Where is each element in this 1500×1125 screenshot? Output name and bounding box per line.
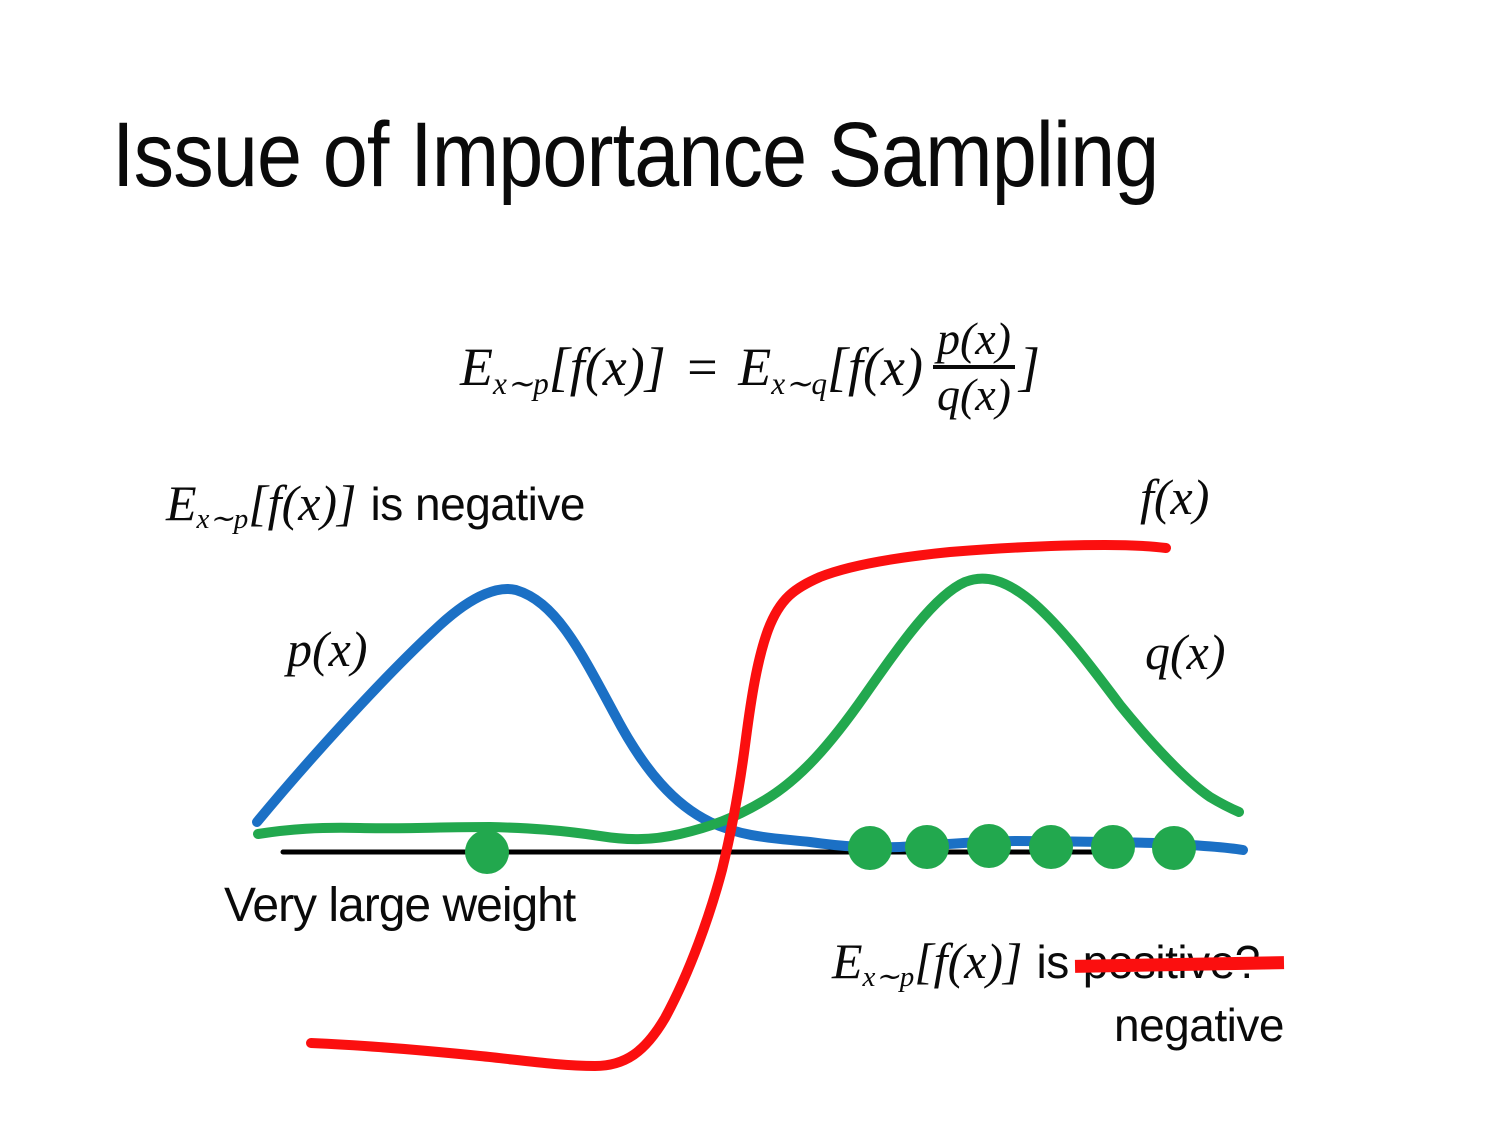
formula-lhs: Ex∼p[f(x)] [459,336,666,401]
formula-lhs-subscript: x∼p [492,365,549,401]
fraction-numerator: p(x) [936,313,1011,365]
left-statement-E: E [166,475,197,531]
formula-rhs-close-bracket: ] [1019,337,1041,397]
curve-label-q: q(x) [1145,624,1226,680]
formula-lhs-bracket-term: [f(x)] [548,337,666,397]
left-statement-text: is negative [370,478,586,530]
formula-rhs-open-term: [f(x) [826,337,923,397]
sample-dot [465,830,509,874]
left-statement: Ex∼p[f(x)] is negative [166,474,586,536]
sample-dot [1029,825,1073,869]
sample-dot [1091,825,1135,869]
sample-dots [465,824,1196,874]
f-curve [306,540,1171,1071]
bottom-statement: Ex∼p[f(x)] is positive? [832,932,1284,994]
left-statement-subscript: x∼p [196,503,249,536]
sample-dot [905,825,949,869]
correction-word: negative [1114,999,1284,1051]
expectation-formula: Ex∼p[f(x)] = Ex∼q[f(x) p(x) q(x) ] [0,298,1500,436]
formula-weight-fraction: p(x) q(x) [932,313,1015,420]
bottom-statement-subscript: x∼p [862,961,915,994]
slide-title: Issue of Importance Sampling [112,104,1159,206]
sample-dot [848,826,892,870]
curve-label-f: f(x) [1140,469,1210,525]
weight-note: Very large weight [224,879,576,932]
bottom-statement-text: is [1036,936,1070,988]
sample-dot [967,824,1011,868]
fraction-denominator: q(x) [936,369,1011,420]
bottom-statement-E: E [832,933,863,989]
sample-dot [1152,826,1196,870]
bottom-statement-math: Ex∼p[f(x)] [832,932,1023,994]
left-statement-term: [f(x)] [248,475,357,531]
formula-rhs-subscript: x∼q [771,365,827,401]
fraction-bar [932,365,1015,369]
formula-rhs-E: E [738,337,772,397]
formula-rhs: Ex∼q[f(x) p(x) q(x) ] [738,313,1040,420]
formula-equals: = [683,337,721,397]
formula-lhs-E: E [459,337,493,397]
left-statement-math: Ex∼p[f(x)] [166,474,357,536]
bottom-statement-term: [f(x)] [914,933,1023,989]
struck-word-wrap: positive? [1074,935,1284,989]
q-curve [253,573,1244,845]
curve-label-p: p(x) [287,621,368,677]
